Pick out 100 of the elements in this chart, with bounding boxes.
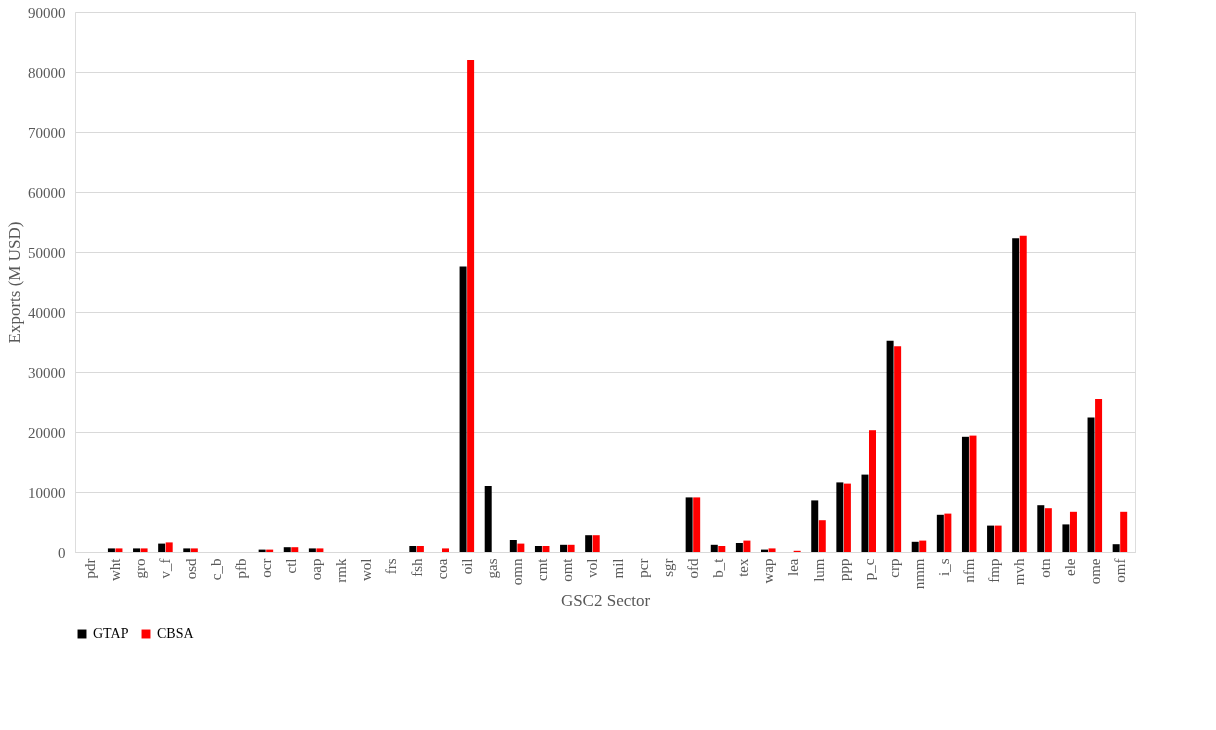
x-tick-label: gro (132, 558, 149, 579)
x-tick-label: vol (584, 558, 601, 578)
bar (869, 430, 877, 552)
x-tick-label: mvh (1011, 558, 1028, 586)
y-tick-label: 20000 (28, 424, 66, 441)
bar (442, 548, 449, 552)
legend-label: CBSA (157, 626, 195, 641)
x-tick-label: frs (383, 558, 400, 575)
bar (743, 540, 751, 552)
x-tick-label: cmt (534, 557, 551, 581)
x-tick-label: ctl (283, 558, 300, 574)
bar (190, 548, 198, 552)
bar (911, 541, 919, 552)
bar (115, 548, 123, 552)
y-tick-label: 60000 (28, 184, 66, 201)
x-axis-title: GSC2 Sector (560, 591, 651, 611)
bar (1037, 505, 1045, 552)
y-tick-label: 70000 (28, 124, 66, 141)
x-tick-label: b_t (710, 557, 727, 578)
bar (944, 513, 952, 552)
x-tick-label: fsh (408, 558, 425, 577)
x-tick-label: tex (735, 558, 752, 577)
bar (718, 546, 726, 552)
y-tick-label: 50000 (28, 244, 66, 261)
bar (291, 547, 299, 552)
bar (1120, 511, 1128, 552)
bar (994, 525, 1002, 552)
x-tick-label: lea (785, 558, 802, 576)
x-tick-label: pfb (232, 558, 249, 579)
bar (919, 540, 927, 552)
bar (1019, 235, 1027, 552)
bar (165, 542, 173, 552)
y-tick-label: 30000 (28, 364, 66, 381)
bar (1112, 544, 1120, 552)
bar (1044, 508, 1052, 552)
bar (1087, 417, 1095, 552)
x-tick-label: v_f (157, 558, 174, 579)
x-tick-label: wol (358, 558, 375, 581)
bar (484, 486, 492, 552)
x-tick-label: p_c (860, 558, 877, 581)
y-tick-label: 90000 (28, 4, 66, 21)
bar (1095, 399, 1103, 552)
bar (133, 548, 141, 552)
x-tick-label: mil (609, 558, 626, 579)
bar (592, 535, 600, 552)
bar (316, 548, 324, 552)
x-tick-label: ofd (684, 558, 701, 579)
x-tick-label: wap (760, 558, 777, 584)
x-tick-label: c_b (207, 558, 224, 581)
x-tick-label: fmp (986, 558, 1003, 583)
bar (459, 266, 467, 552)
bar (735, 543, 743, 552)
bar (585, 535, 593, 552)
x-tick-label: omn (509, 558, 526, 586)
bar (560, 544, 568, 552)
x-tick-label: crp (885, 558, 902, 578)
y-tick-label: 40000 (28, 304, 66, 321)
bar (710, 544, 718, 552)
x-tick-label: ele (1061, 558, 1078, 576)
bar (140, 548, 148, 552)
bar (542, 546, 550, 552)
bar (158, 543, 166, 552)
x-tick-label: osd (182, 558, 199, 580)
x-tick-label: gas (483, 558, 500, 579)
x-tick-label: nfm (961, 558, 978, 583)
x-tick-label: rmk (333, 558, 350, 583)
x-tick-label: sgr (659, 558, 676, 577)
bar (894, 346, 902, 552)
bar (283, 547, 291, 552)
x-tick-label: coa (433, 558, 450, 580)
x-tick-label: ocr (257, 558, 274, 578)
y-tick-label: 10000 (28, 484, 66, 501)
bar (567, 544, 575, 552)
y-tick-label: 80000 (28, 64, 66, 81)
x-tick-label: i_s (936, 558, 953, 577)
bar (969, 435, 977, 552)
x-tick-label: pdr (82, 558, 99, 579)
y-tick-label: 0 (58, 544, 66, 561)
bar (509, 540, 517, 552)
bar (517, 543, 525, 552)
bar (183, 548, 191, 552)
bar (818, 520, 826, 552)
x-tick-label: ppp (835, 558, 852, 581)
x-tick-label: pcr (634, 558, 651, 578)
bar (811, 500, 819, 552)
bar (107, 548, 115, 552)
bar (836, 482, 844, 552)
bar (308, 548, 316, 552)
bar (693, 497, 701, 552)
x-tick-label: omf (1111, 558, 1128, 583)
x-tick-label: omt (559, 557, 576, 582)
bar (861, 474, 869, 552)
bar (416, 546, 424, 552)
bar (534, 546, 542, 552)
bar (467, 60, 475, 552)
bar (987, 525, 995, 552)
x-tick-label: ome (1086, 558, 1103, 585)
bar (685, 497, 693, 552)
bar (1069, 511, 1077, 552)
legend-label: GTAP (93, 626, 129, 641)
